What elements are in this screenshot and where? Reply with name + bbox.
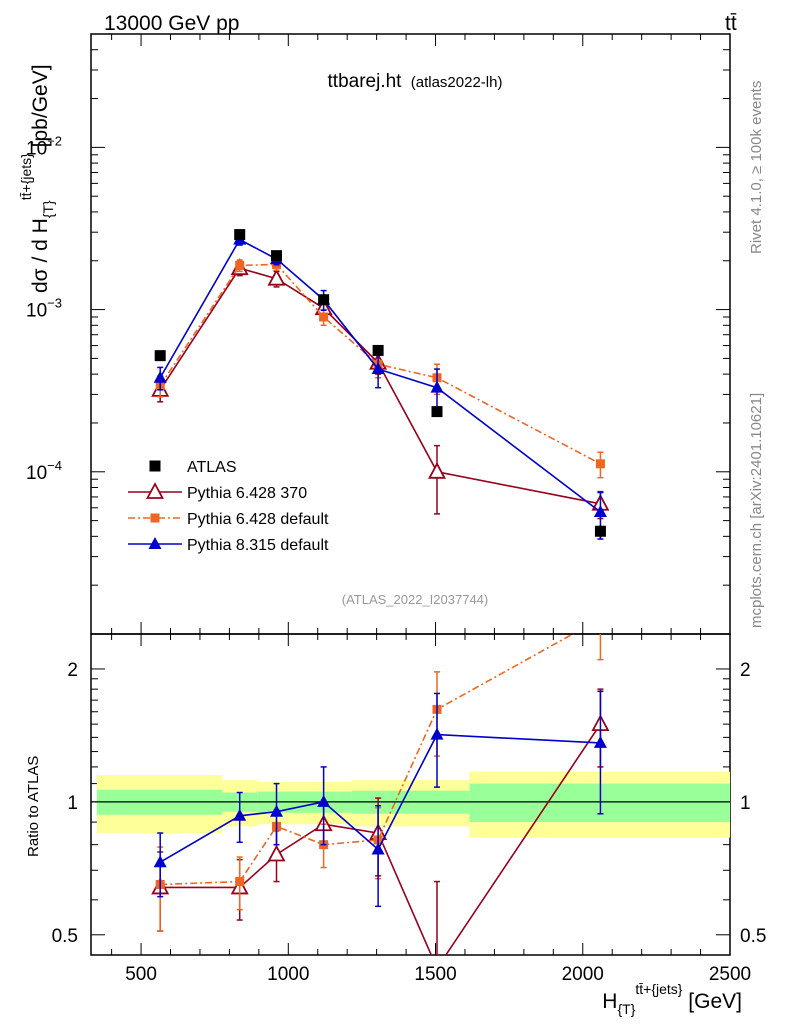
y-tick-exponent: −4 xyxy=(47,458,62,473)
y-title-unit: [pb/GeV] xyxy=(29,64,52,153)
y-title-sub: {T} xyxy=(40,200,56,218)
y-tick-exponent: −2 xyxy=(47,133,62,148)
analysis-id: (ATLAS_2022_I2037744) xyxy=(342,592,488,607)
marker-pythia-6-428-default xyxy=(319,312,329,322)
data-point-atlas xyxy=(431,406,443,418)
x-axis-title: H{T}tt̄+{jets} [GeV] xyxy=(602,981,742,1017)
y-tick-exponent: −3 xyxy=(47,296,62,311)
marker-pythia-8-315-default xyxy=(153,370,167,383)
x-title-main: H xyxy=(602,990,617,1013)
legend-label-pythia-6-428-default: Pythia 6.428 default xyxy=(187,511,329,528)
chart-title: ttbarej.ht (atlas2022-lh) xyxy=(328,71,503,92)
data-point-atlas xyxy=(318,294,330,306)
x-title-sup: tt̄+{jets} xyxy=(635,981,682,997)
legend-label-atlas: ATLAS xyxy=(187,459,237,476)
ratio-uncertainty-bands xyxy=(91,771,730,838)
ratio-marker-pythia-6-428-370 xyxy=(267,844,286,862)
legend-marker-pythia-6-428-default xyxy=(150,513,160,523)
data-point-atlas xyxy=(372,344,384,356)
legend-label-pythia-6-428-370: Pythia 6.428 370 xyxy=(187,485,307,502)
ratio-tick-label-left: 2 xyxy=(67,660,78,681)
legend: ATLAS Pythia 6.428 370 Pythia 6.428 defaul… xyxy=(128,459,329,554)
x-tick-label: 2000 xyxy=(562,964,604,985)
ratio-marker-pythia-8-315-default xyxy=(593,735,607,748)
legend-marker-pythia-8-315-default xyxy=(148,537,162,549)
ratio-marker-pythia-8-315-default xyxy=(270,804,284,817)
marker-pythia-8-315-default xyxy=(371,362,385,375)
y-tick-label: 10−2 xyxy=(26,133,62,159)
legend-label-pythia-8-315-default: Pythia 8.315 default xyxy=(187,537,329,554)
y-tick-label: 10−3 xyxy=(26,296,62,322)
x-title-sub: {T} xyxy=(617,1001,635,1017)
chart-title-main: ttbarej.ht xyxy=(328,71,403,92)
marker-pythia-8-315-default xyxy=(430,380,444,393)
rivet-info: Rivet 4.1.0, ≥ 100k events xyxy=(748,81,765,254)
ratio-marker-pythia-8-315-default xyxy=(430,727,444,740)
x-title-unit: [GeV] xyxy=(682,990,742,1013)
y-title-main: dσ / d H xyxy=(29,218,52,293)
x-tick-label: 500 xyxy=(125,964,157,985)
ratio-tick-label-right: 2 xyxy=(740,660,751,681)
marker-pythia-8-315-default xyxy=(593,505,607,518)
ratio-tick-label-left: 1 xyxy=(67,793,78,814)
chart-subtitle: (atlas2022-lh) xyxy=(411,74,503,91)
ratio-tick-label-left: 0.5 xyxy=(52,926,78,947)
main-series-layer xyxy=(151,229,610,540)
y-tick-mantissa: 10 xyxy=(26,301,47,322)
y-tick-mantissa: 10 xyxy=(26,463,47,484)
y-tick-label: 10−4 xyxy=(26,458,62,484)
data-point-atlas xyxy=(154,350,166,362)
legend-marker-atlas xyxy=(149,460,161,472)
marker-pythia-6-428-default xyxy=(235,260,245,270)
x-tick-label: 1500 xyxy=(414,964,456,985)
ratio-series-clip xyxy=(151,614,610,955)
marker-pythia-6-428-370 xyxy=(267,268,286,286)
y-title-sup: tt̄+{jets} xyxy=(18,153,34,200)
data-point-atlas xyxy=(594,525,606,537)
ratio-marker-pythia-8-315-default xyxy=(317,794,331,807)
mcplots-reference: mcplots.cern.ch [arXiv:2401.10621] xyxy=(748,393,765,628)
process-label: tt̄ xyxy=(725,12,737,35)
marker-pythia-6-428-default xyxy=(595,459,605,469)
main-series-clip xyxy=(151,229,610,540)
y-tick-mantissa: 10 xyxy=(26,138,47,159)
ratio-marker-pythia-8-315-default xyxy=(153,855,167,868)
ratio-y-axis-title: Ratio to ATLAS xyxy=(25,756,42,857)
ratio-marker-pythia-6-428-default xyxy=(235,877,245,887)
ratio-tick-label-right: 0.5 xyxy=(740,926,766,947)
ratio-tick-label-right: 1 xyxy=(740,793,751,814)
marker-pythia-6-428-370 xyxy=(427,461,447,479)
ratio-series-layer xyxy=(151,614,610,955)
ratio-marker-pythia-6-428-default xyxy=(596,614,605,623)
data-point-atlas xyxy=(271,250,283,262)
x-tick-label: 2500 xyxy=(709,964,751,985)
legend-marker-pythia-6-428-370 xyxy=(145,482,165,499)
ratio-marker-pythia-8-315-default xyxy=(233,808,247,821)
data-point-atlas xyxy=(234,229,246,241)
energy-label: 13000 GeV pp xyxy=(104,12,239,35)
ratio-marker-pythia-8-315-default xyxy=(371,842,385,855)
main-y-axis-title: dσ / d H{T} tt̄+{jets} [pb/GeV] xyxy=(18,64,56,293)
x-tick-label: 1000 xyxy=(267,964,309,985)
